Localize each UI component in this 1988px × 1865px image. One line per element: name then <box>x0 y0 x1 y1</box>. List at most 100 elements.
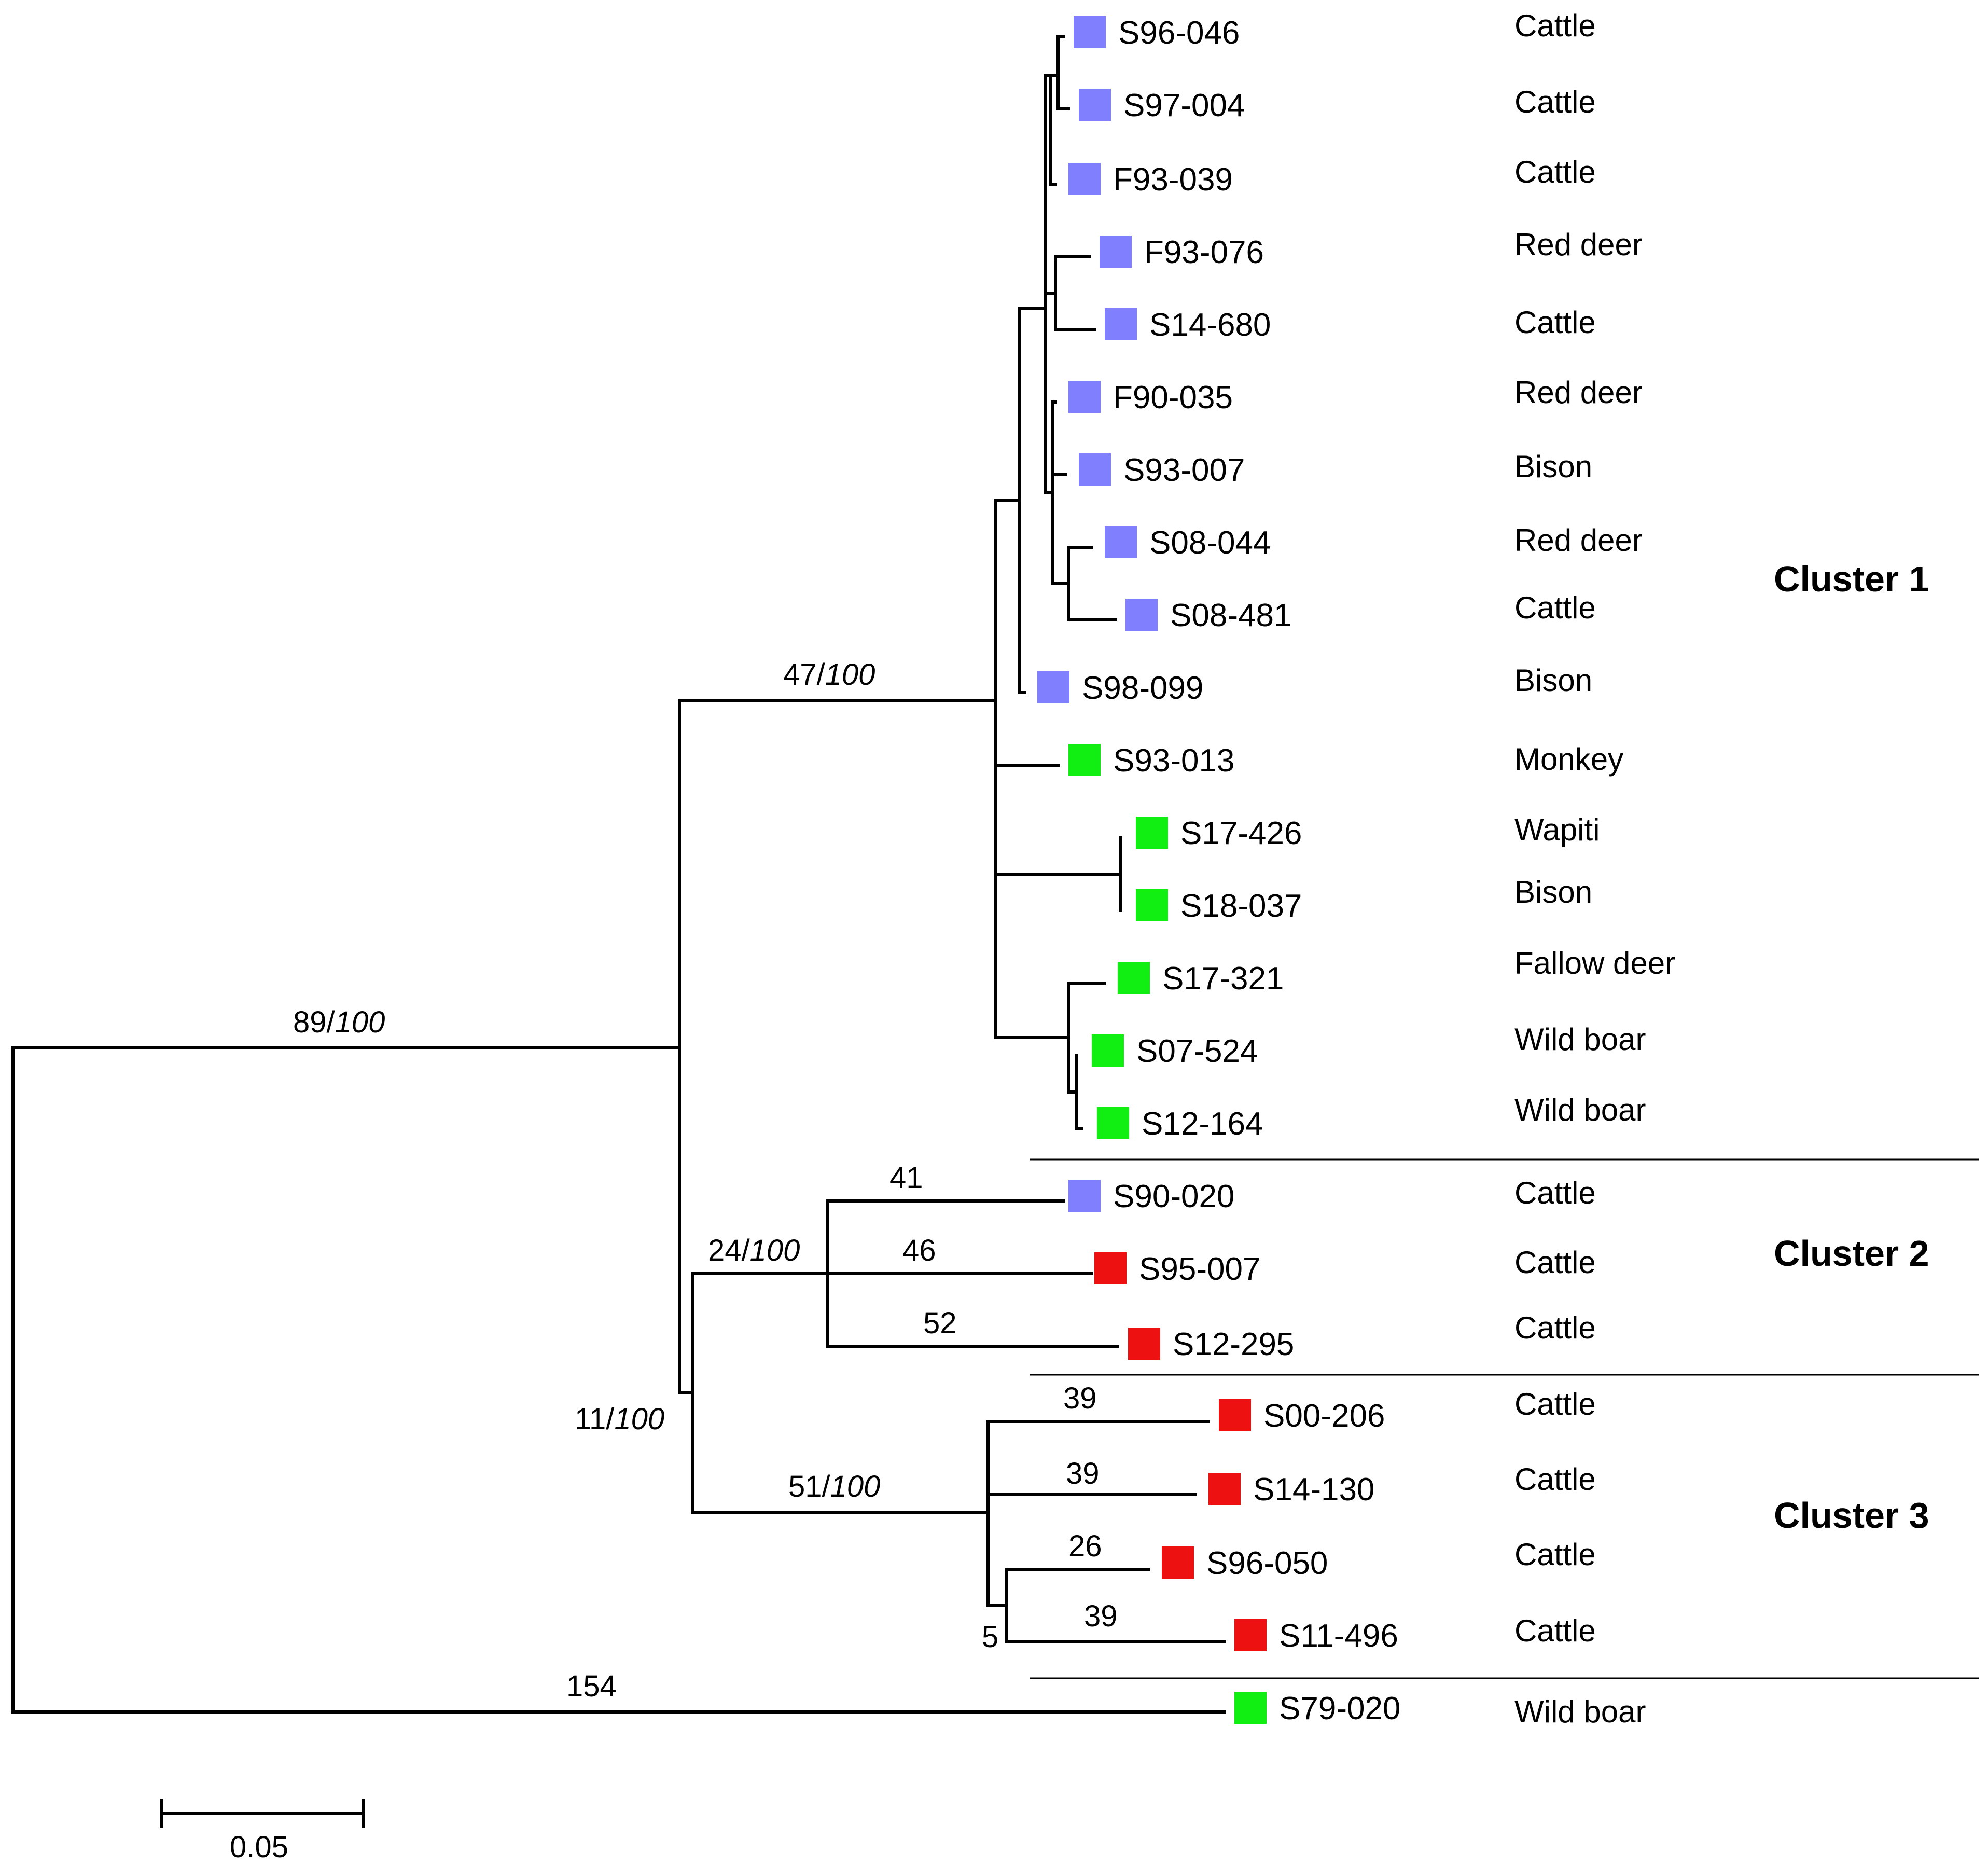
tip-host-f93-076: Red deer <box>1514 227 1643 262</box>
tip-s93-007: S93-007 Bison <box>1079 449 1592 488</box>
tip-s17-426: S17-426 Wapiti <box>1136 812 1600 851</box>
tip-s96-050: S96-050 Cattle <box>1162 1537 1596 1581</box>
tip-marker-s07-524 <box>1092 1034 1124 1067</box>
tip-label-s08-481: S08-481 <box>1170 598 1291 633</box>
tip-s14-680: S14-680 Cattle <box>1105 305 1596 343</box>
tip-label-s93-007: S93-007 <box>1123 452 1245 488</box>
tip-marker-s14-680 <box>1105 308 1137 340</box>
tip-marker-s79-020 <box>1234 1692 1267 1724</box>
cluster-2-label: Cluster 2 <box>1774 1233 1929 1274</box>
tip-host-s90-020: Cattle <box>1514 1176 1596 1210</box>
tip-marker-s96-050 <box>1162 1546 1194 1579</box>
tip-host-s08-481: Cattle <box>1514 590 1596 625</box>
tip-marker-s95-007 <box>1094 1252 1127 1284</box>
support-89-100: 89/100 <box>293 1005 385 1039</box>
tip-marker-f93-076 <box>1100 236 1132 268</box>
tip-marker-s00-206 <box>1219 1399 1251 1431</box>
tip-label-s14-130: S14-130 <box>1253 1472 1374 1508</box>
tip-s12-295: S12-295 Cattle <box>1128 1310 1596 1362</box>
tip-label-f90-035: F90-035 <box>1113 380 1233 416</box>
tip-label-s18-037: S18-037 <box>1180 888 1302 924</box>
tip-label-s14-680: S14-680 <box>1149 307 1271 343</box>
tip-host-s12-295: Cattle <box>1514 1310 1596 1345</box>
tip-host-f90-035: Red deer <box>1514 375 1643 410</box>
tip-marker-s93-007 <box>1079 453 1111 486</box>
tip-marker-s12-164 <box>1097 1107 1129 1139</box>
support-47-100: 47/100 <box>783 658 875 692</box>
tip-marker-s90-020 <box>1068 1180 1101 1212</box>
tip-s98-099: S98-099 Bison <box>1037 663 1592 706</box>
tip-label-s12-295: S12-295 <box>1173 1327 1294 1362</box>
tip-label-s17-426: S17-426 <box>1180 816 1302 851</box>
tip-host-s17-321: Fallow deer <box>1514 946 1675 980</box>
tip-label-f93-039: F93-039 <box>1113 162 1233 198</box>
tip-host-s79-020: Wild boar <box>1514 1694 1646 1729</box>
tip-host-s18-037: Bison <box>1514 875 1592 909</box>
tip-s08-044: S08-044 Red deer <box>1105 523 1643 561</box>
tip-host-s96-046: Cattle <box>1514 8 1596 43</box>
tip-marker-s17-426 <box>1136 817 1168 849</box>
tip-s95-007: S95-007 Cattle <box>1094 1245 1596 1287</box>
tip-host-s98-099: Bison <box>1514 663 1592 698</box>
tip-host-s14-130: Cattle <box>1514 1462 1596 1497</box>
tip-host-s07-524: Wild boar <box>1514 1022 1646 1057</box>
scale-bar-label: 0.05 <box>230 1830 288 1864</box>
cluster-3-label: Cluster 3 <box>1774 1495 1929 1536</box>
tip-label-s98-099: S98-099 <box>1082 670 1203 706</box>
tip-host-s11-496: Cattle <box>1514 1613 1596 1648</box>
tip-s08-481: S08-481 Cattle <box>1125 590 1596 633</box>
tip-marker-f93-039 <box>1068 163 1101 195</box>
tip-host-s17-426: Wapiti <box>1514 812 1600 847</box>
support-51-100: 51/100 <box>788 1470 880 1503</box>
tip-marker-s18-037 <box>1136 889 1168 921</box>
tip-label-s93-013: S93-013 <box>1113 743 1234 779</box>
tip-label-s90-020: S90-020 <box>1113 1179 1234 1214</box>
cluster-labels: Cluster 1 Cluster 2 Cluster 3 <box>1774 559 1929 1536</box>
tip-marker-f90-035 <box>1068 381 1101 413</box>
tip-s90-020: S90-020 Cattle <box>1068 1176 1596 1214</box>
tip-marker-s98-099 <box>1037 671 1069 703</box>
cluster-1-label: Cluster 1 <box>1774 559 1929 599</box>
tip-label-s12-164: S12-164 <box>1142 1106 1263 1142</box>
tip-s00-206: S00-206 Cattle <box>1219 1387 1596 1434</box>
tip-marker-s12-295 <box>1128 1328 1160 1360</box>
tip-marker-s08-481 <box>1125 599 1158 631</box>
tip-s11-496: S11-496 Cattle <box>1234 1613 1596 1654</box>
tip-label-s79-020: S79-020 <box>1279 1691 1400 1726</box>
tip-f93-039: F93-039 Cattle <box>1068 155 1596 198</box>
tip-s93-013: S93-013 Monkey <box>1068 742 1623 779</box>
tip-label-f93-076: F93-076 <box>1144 234 1264 270</box>
tip-host-s97-004: Cattle <box>1514 85 1596 119</box>
tip-marker-s11-496 <box>1234 1619 1267 1651</box>
tip-label-s96-050: S96-050 <box>1206 1545 1328 1581</box>
tip-host-s12-164: Wild boar <box>1514 1093 1646 1127</box>
tip-f90-035: F90-035 Red deer <box>1068 375 1643 416</box>
tip-label-s96-046: S96-046 <box>1118 15 1240 51</box>
tip-marker-s17-321 <box>1118 962 1150 994</box>
tip-marker-s96-046 <box>1074 16 1106 48</box>
cluster-separators <box>1030 1158 1979 1679</box>
tip-host-s96-050: Cattle <box>1514 1537 1596 1572</box>
branch-length-39-s11-496: 39 <box>1084 1599 1118 1633</box>
tip-label-s11-496: S11-496 <box>1279 1618 1398 1654</box>
branch-length-52: 52 <box>923 1306 957 1340</box>
tip-host-s14-680: Cattle <box>1514 305 1596 340</box>
tip-s17-321: S17-321 Fallow deer <box>1118 946 1675 997</box>
tip-s14-130: S14-130 Cattle <box>1208 1462 1596 1508</box>
support-values: 89/100 47/100 24/100 11/100 51/100 41 46… <box>293 658 1118 1703</box>
branch-length-46: 46 <box>902 1234 936 1267</box>
tip-label-s08-044: S08-044 <box>1149 525 1271 561</box>
tip-label-s97-004: S97-004 <box>1123 88 1245 123</box>
branch-length-154: 154 <box>566 1669 617 1703</box>
tip-label-s07-524: S07-524 <box>1136 1033 1258 1069</box>
tip-marker-s97-004 <box>1079 89 1111 121</box>
tree-branches <box>11 35 1226 1714</box>
support-11-100: 11/100 <box>575 1402 664 1436</box>
tip-s97-004: S97-004 Cattle <box>1079 85 1596 123</box>
tip-s96-046: S96-046 Cattle <box>1074 8 1596 51</box>
tip-f93-076: F93-076 Red deer <box>1100 227 1643 270</box>
scale-bar: 0.05 <box>160 1799 365 1864</box>
branch-length-26: 26 <box>1068 1529 1102 1563</box>
